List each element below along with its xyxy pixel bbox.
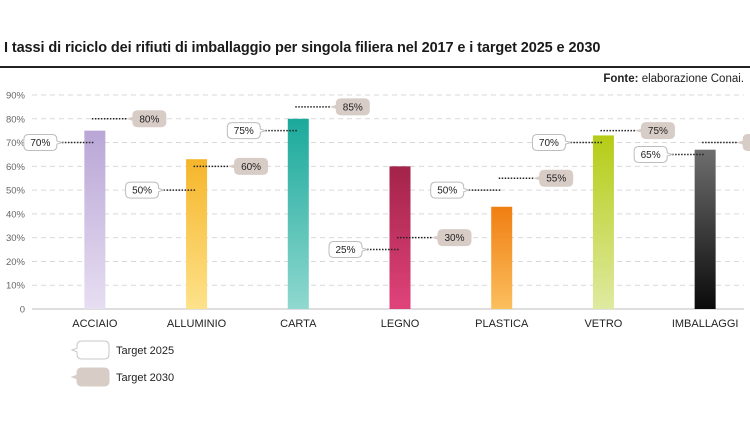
category-label: LEGNO — [381, 318, 420, 330]
target-2030-label: 60% — [241, 162, 261, 173]
source-note: Fonte: elaborazione Conai. — [603, 73, 744, 85]
target-2030-label: 55% — [546, 174, 566, 185]
target-2030-label: 30% — [444, 233, 464, 244]
source-text: elaborazione Conai. — [638, 73, 744, 85]
target-2025-label: 50% — [437, 186, 457, 197]
y-tick-label: 50% — [6, 186, 26, 197]
y-tick-label: 30% — [6, 233, 26, 244]
y-tick-label: 90% — [6, 91, 26, 102]
target-2030-bubble — [329, 98, 370, 116]
source-label: Fonte: — [603, 73, 639, 85]
y-tick-label: 70% — [6, 138, 26, 149]
target-2025-bubble — [23, 134, 64, 152]
target-2030-label: 75% — [648, 126, 668, 137]
target-2030-bubble — [533, 169, 574, 187]
category-label: ALLUMINIO — [167, 318, 227, 330]
category-label: VETRO — [584, 318, 622, 330]
legend-swatch — [70, 367, 110, 387]
target-2030-label: 80% — [139, 114, 159, 125]
target-2025-label: 25% — [335, 245, 355, 256]
target-2030-bubble — [736, 134, 750, 152]
target-2025-bubble — [125, 181, 166, 199]
y-tick-label: 40% — [6, 209, 26, 220]
target-2030-bubble — [634, 122, 675, 140]
legend-swatch — [70, 340, 110, 360]
bar — [491, 206, 513, 309]
target-2025-label: 70% — [539, 138, 559, 149]
y-tick-label: 10% — [6, 281, 26, 292]
target-2025-label: 65% — [641, 150, 661, 161]
target-2025-bubble — [633, 145, 674, 163]
category-label: CARTA — [280, 318, 317, 330]
bar — [287, 118, 309, 310]
bar — [592, 135, 614, 309]
category-label: IMBALLAGGI — [672, 318, 739, 330]
category-label: PLASTICA — [475, 318, 529, 330]
y-tick-label: 20% — [6, 257, 26, 268]
title-divider — [0, 66, 750, 68]
y-tick-label: 60% — [6, 162, 26, 173]
bar — [186, 159, 208, 309]
y-tick-label: 80% — [6, 114, 26, 125]
category-label: ACCIAIO — [72, 318, 118, 330]
target-2025-label: 75% — [234, 126, 254, 137]
target-2030-bubble — [431, 229, 472, 247]
target-2025-bubble — [226, 122, 267, 140]
chart-title: I tassi di riciclo dei rifiuti di imball… — [4, 40, 601, 56]
legend-label: Target 2025 — [116, 345, 174, 357]
target-2025-label: 50% — [132, 186, 152, 197]
target-2030-label: 85% — [343, 102, 363, 113]
bar — [694, 149, 716, 309]
target-2025-bubble — [430, 181, 471, 199]
target-2025-label: 70% — [30, 138, 50, 149]
bar — [84, 130, 106, 309]
target-2030-bubble — [126, 110, 167, 128]
legend-label: Target 2030 — [116, 372, 174, 384]
target-2025-bubble — [531, 134, 573, 152]
target-2025-bubble — [328, 241, 369, 259]
y-tick-label: 0 — [20, 305, 25, 316]
target-2030-bubble — [227, 157, 269, 175]
